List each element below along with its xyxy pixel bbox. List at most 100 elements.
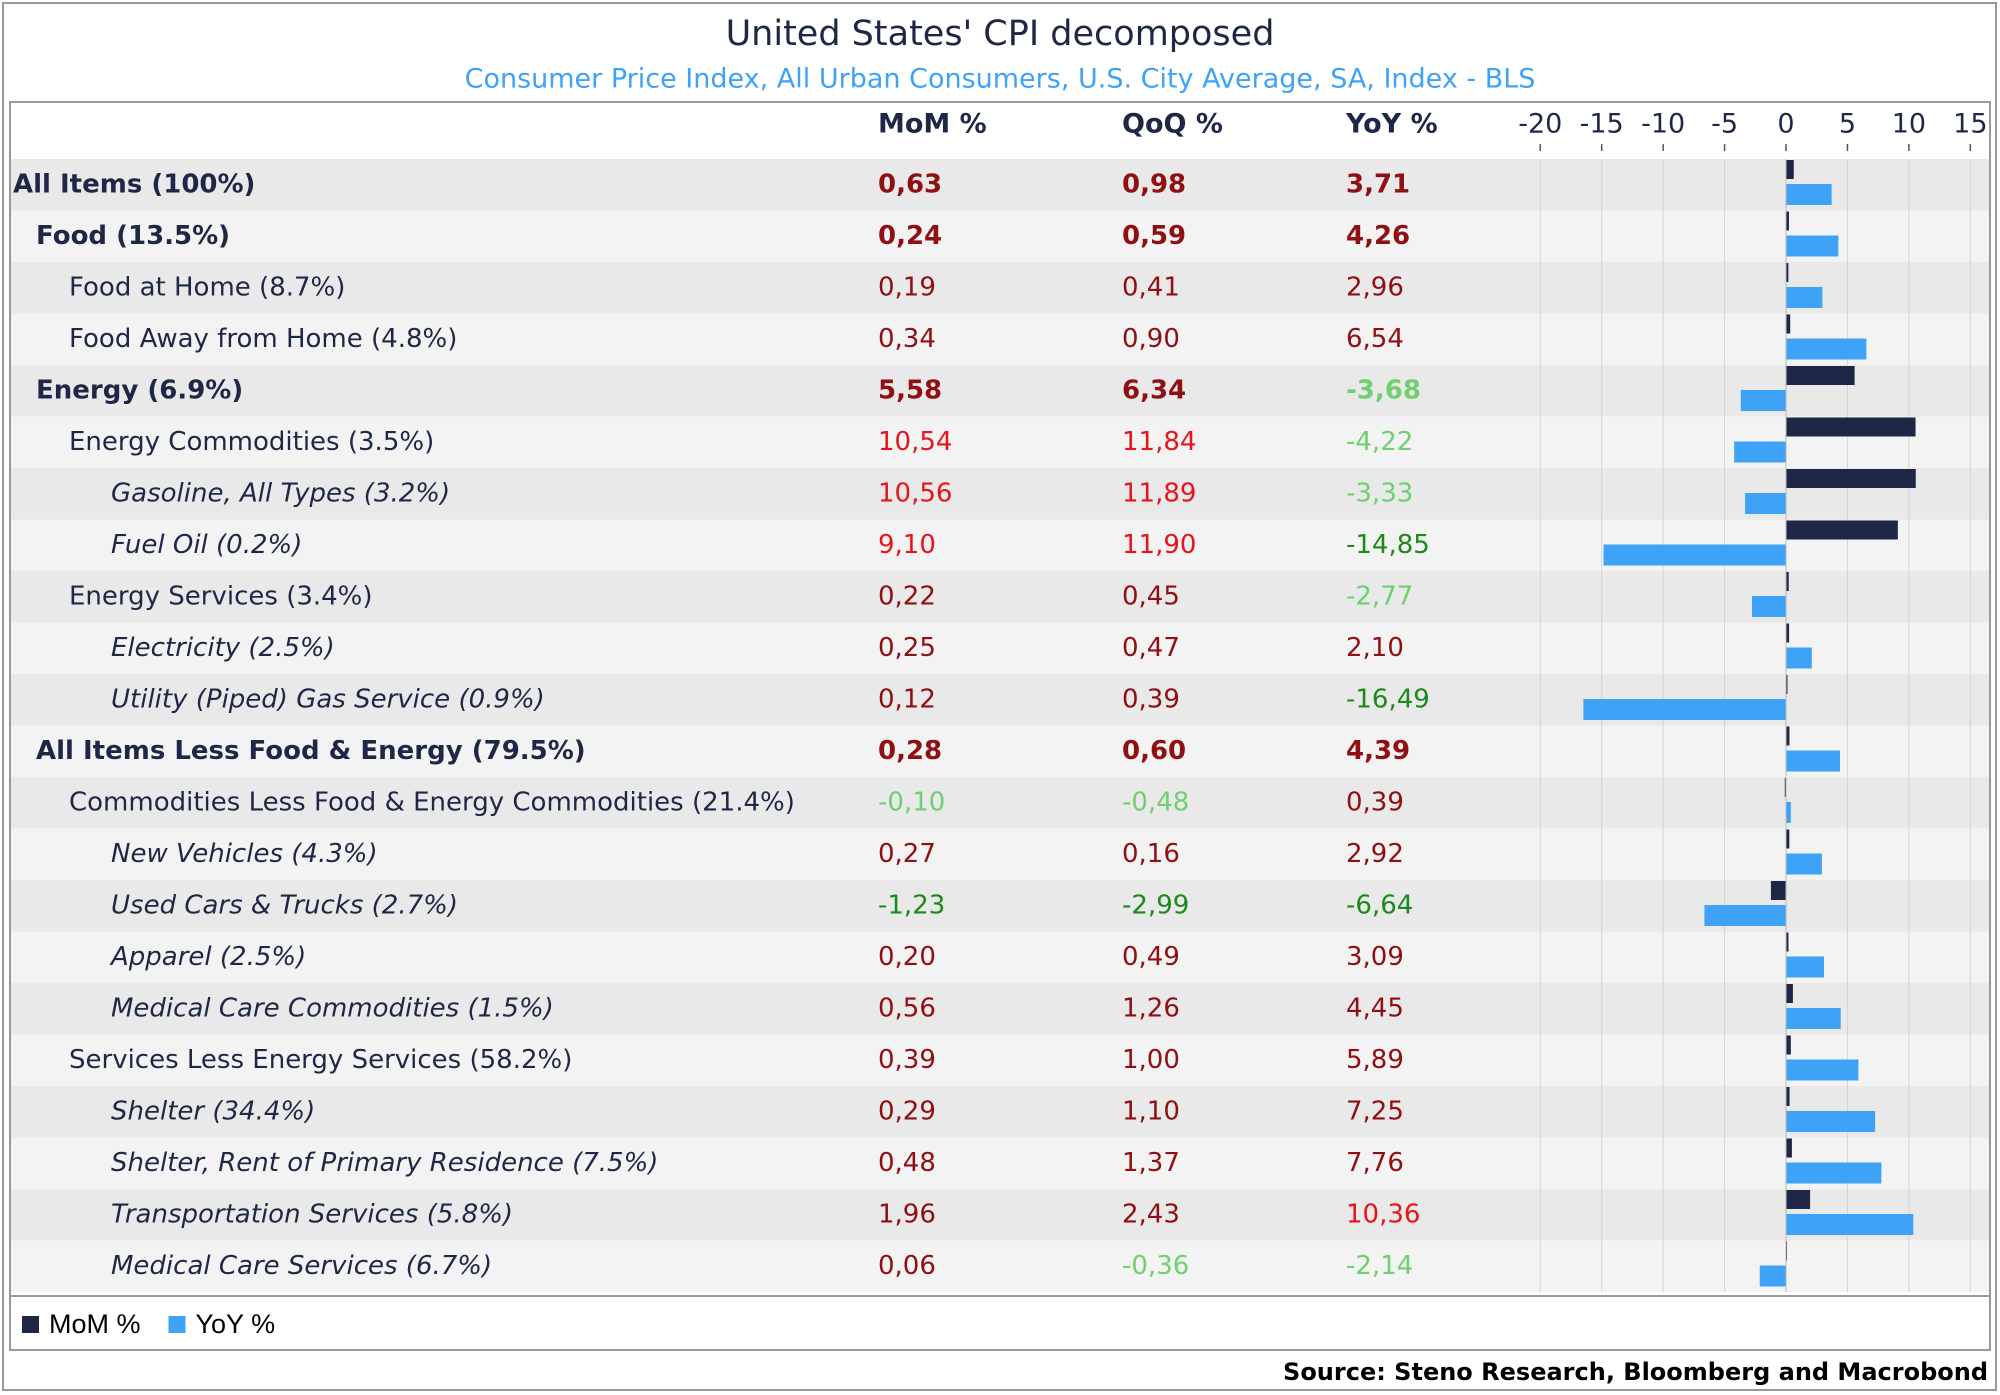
row-label: Shelter, Rent of Primary Residence (7.5%… [111,1148,658,1178]
row-label: Services Less Energy Services (58.2%) [69,1045,572,1075]
bar [1603,544,1787,566]
x-tick-label: -20 [1518,109,1562,140]
bar [1770,881,1787,900]
value-label: 1,37 [1122,1148,1180,1178]
bar [1786,932,1789,952]
value-label: 4,45 [1346,993,1404,1023]
source-note: Source: Steno Research, Bloomberg and Ma… [1283,1358,1988,1386]
chart-subtitle: Consumer Price Index, All Urban Consumer… [465,64,1536,95]
bar [1786,235,1839,257]
value-label: -1,23 [878,890,945,920]
value-label: -4,22 [1346,427,1413,457]
row-label: Fuel Oil (0.2%) [111,530,302,560]
row-band [11,1086,1989,1138]
legend-swatch [22,1316,39,1333]
row-label: All Items Less Food & Energy (79.5%) [36,736,586,766]
bar [1786,338,1867,360]
value-label: 0,19 [878,272,936,302]
value-label: 0,98 [1122,169,1186,199]
value-label: 5,89 [1346,1045,1404,1075]
bar [1734,441,1787,463]
value-label: -16,49 [1346,684,1430,714]
bar [1786,853,1822,875]
value-label: 0,24 [878,221,942,251]
bar [1786,1035,1791,1055]
row-band [11,622,1989,674]
row-label: New Vehicles (4.3%) [111,839,378,869]
bar [1704,905,1787,926]
bar [1786,184,1832,205]
bar [1786,263,1789,282]
value-label: 7,76 [1346,1148,1404,1178]
bar [1786,675,1788,694]
value-label: 3,09 [1346,942,1404,972]
value-label: 0,47 [1122,633,1180,663]
value-label: 0,06 [878,1251,936,1281]
value-label: 0,60 [1122,736,1186,766]
row-label: Electricity (2.5%) [111,633,335,663]
bar [1786,211,1789,231]
row-label: Food (13.5%) [36,221,230,251]
row-band [11,1034,1989,1086]
bar [1786,956,1824,978]
bar [1784,778,1787,797]
chart-title: United States' CPI decomposed [726,14,1275,54]
value-label: 10,36 [1346,1199,1420,1229]
value-label: -6,64 [1346,890,1413,920]
bar [1786,1087,1790,1106]
value-label: 6,54 [1346,324,1404,354]
row-label: Food at Home (8.7%) [69,272,345,302]
bar [1786,1138,1792,1158]
value-label: 0,41 [1122,272,1180,302]
value-label: 10,56 [878,478,952,508]
bar [1786,160,1794,179]
value-label: 0,90 [1122,324,1180,354]
row-band [11,365,1989,417]
value-label: 0,63 [878,169,942,199]
bar [1759,1265,1787,1287]
value-label: -14,85 [1346,530,1430,560]
row-label: Transportation Services (5.8%) [111,1199,513,1229]
row-label: Food Away from Home (4.8%) [69,324,457,354]
row-band [11,828,1989,880]
plot: -20 -15 -10 -5 0 5 10 15 [1518,109,1988,1292]
bar [1786,829,1790,849]
row-band [11,416,1989,468]
row-band [11,313,1989,365]
rows: MoM % QoQ % YoY % All Items (100%) 0,63 0,98 3… [11,109,1989,1292]
row-band [11,159,1989,211]
value-label: 2,92 [1346,839,1404,869]
row-label: Utility (Piped) Gas Service (0.9%) [111,684,545,714]
value-label: 6,34 [1122,375,1186,405]
row-band [11,725,1989,777]
value-label: 0,48 [878,1148,936,1178]
bar [1786,287,1823,308]
value-label: 0,28 [878,736,942,766]
row-label: Used Cars & Trucks (2.7%) [111,890,458,920]
x-tick-label: -5 [1711,109,1738,140]
value-label: 11,84 [1122,427,1196,457]
bar [1786,726,1790,746]
value-label: 9,10 [878,530,936,560]
value-label: 2,43 [1122,1199,1180,1229]
value-label: 7,25 [1346,1096,1404,1126]
value-label: 11,90 [1122,530,1196,560]
x-tick-label: 5 [1839,109,1856,140]
x-tick-label: 10 [1892,109,1926,140]
value-label: 2,10 [1346,633,1404,663]
row-band [11,468,1989,520]
legend-swatch [168,1316,186,1333]
row-label: Energy (6.9%) [36,375,243,405]
value-label: 0,29 [878,1096,936,1126]
row-label: Energy Services (3.4%) [69,581,373,611]
row-band [11,983,1989,1035]
value-label: -0,36 [1122,1251,1189,1281]
value-label: -2,99 [1122,890,1189,920]
bar [1740,390,1787,411]
bar [1786,647,1812,669]
value-label: 0,56 [878,993,936,1023]
row-label: Commodities Less Food & Energy Commoditi… [69,787,795,817]
column-header: MoM % [878,109,987,140]
bar [1786,417,1916,437]
